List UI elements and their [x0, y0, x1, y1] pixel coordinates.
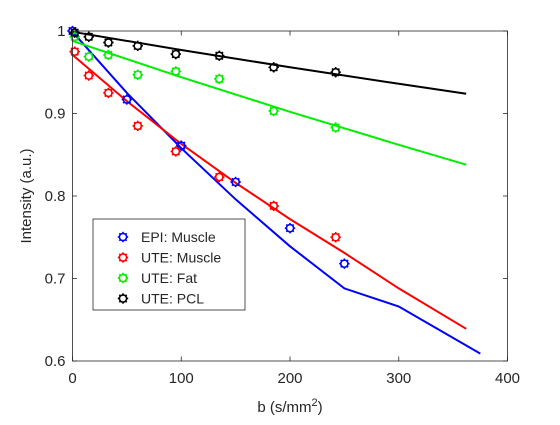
x-tick-label: 300 — [386, 370, 411, 387]
data-point-s2-8 — [330, 232, 341, 243]
data-point-s4-5 — [170, 48, 182, 60]
axis-ticks: 0 100 200 300 400 0.6 0.7 0.8 0.9 1 — [45, 23, 520, 387]
y-tick-label: 0.9 — [45, 106, 66, 123]
data-point-s2-1 — [69, 46, 80, 57]
fit-line-3 — [72, 39, 467, 166]
legend: EPI: Muscle UTE: Muscle UTE: Fat UTE: PCL — [92, 218, 246, 311]
data-point-s2-7 — [268, 200, 279, 212]
data-point-s1-6 — [339, 258, 350, 269]
x-tick-label: 100 — [169, 370, 194, 387]
y-tick-label: 0.7 — [45, 271, 66, 288]
data-point-s2-5 — [170, 146, 182, 157]
data-point-s3-8 — [330, 122, 341, 133]
fit-line-2 — [71, 54, 467, 330]
legend-marker-3 — [117, 272, 129, 284]
data-point-s3-6 — [214, 73, 225, 85]
data-point-s4-3 — [103, 37, 114, 48]
fit-line-1 — [71, 31, 481, 355]
fit-lines — [71, 30, 481, 355]
x-axis-label: b (s/mm2) — [257, 397, 322, 416]
x-tick-label: 400 — [495, 370, 520, 387]
data-points — [67, 25, 350, 269]
legend-box — [92, 218, 246, 311]
data-point-s2-6 — [214, 171, 225, 183]
legend-marker-1 — [117, 231, 129, 243]
x-tick-label: 200 — [277, 370, 302, 387]
data-point-s3-5 — [170, 66, 182, 77]
y-axis-label: Intensity (a.u.) — [18, 148, 35, 243]
data-point-s1-2 — [121, 94, 133, 105]
data-point-s4-4 — [132, 40, 143, 52]
data-point-s3-3 — [103, 49, 114, 61]
data-point-s4-7 — [268, 62, 279, 73]
data-point-s3-4 — [132, 69, 143, 80]
data-point-s1-4 — [230, 176, 241, 188]
data-point-s3-2 — [83, 51, 95, 62]
data-point-s4-1 — [69, 27, 80, 38]
data-point-s1-5 — [284, 222, 296, 234]
legend-label-1: EPI: Muscle — [141, 229, 216, 245]
data-point-s2-3 — [103, 87, 114, 99]
legend-marker-4 — [117, 293, 129, 304]
legend-label-3: UTE: Fat — [141, 270, 197, 286]
y-tick-label: 0.8 — [45, 188, 66, 205]
fit-line-4 — [72, 30, 467, 95]
data-point-s3-7 — [268, 105, 279, 117]
data-point-s2-4 — [132, 120, 143, 132]
y-tick-label: 0.6 — [45, 353, 66, 370]
plot-area-background — [72, 31, 508, 361]
legend-label-2: UTE: Muscle — [141, 250, 221, 266]
data-point-s4-8 — [330, 67, 341, 78]
legend-label-4: UTE: PCL — [141, 291, 204, 307]
legend-marker-2 — [117, 252, 129, 263]
data-point-s2-2 — [83, 70, 95, 81]
data-point-s1-3 — [176, 140, 187, 151]
data-point-s4-2 — [83, 31, 95, 42]
y-tick-label: 1 — [57, 23, 65, 40]
data-point-s4-6 — [214, 50, 225, 61]
x-tick-label: 0 — [68, 370, 76, 387]
